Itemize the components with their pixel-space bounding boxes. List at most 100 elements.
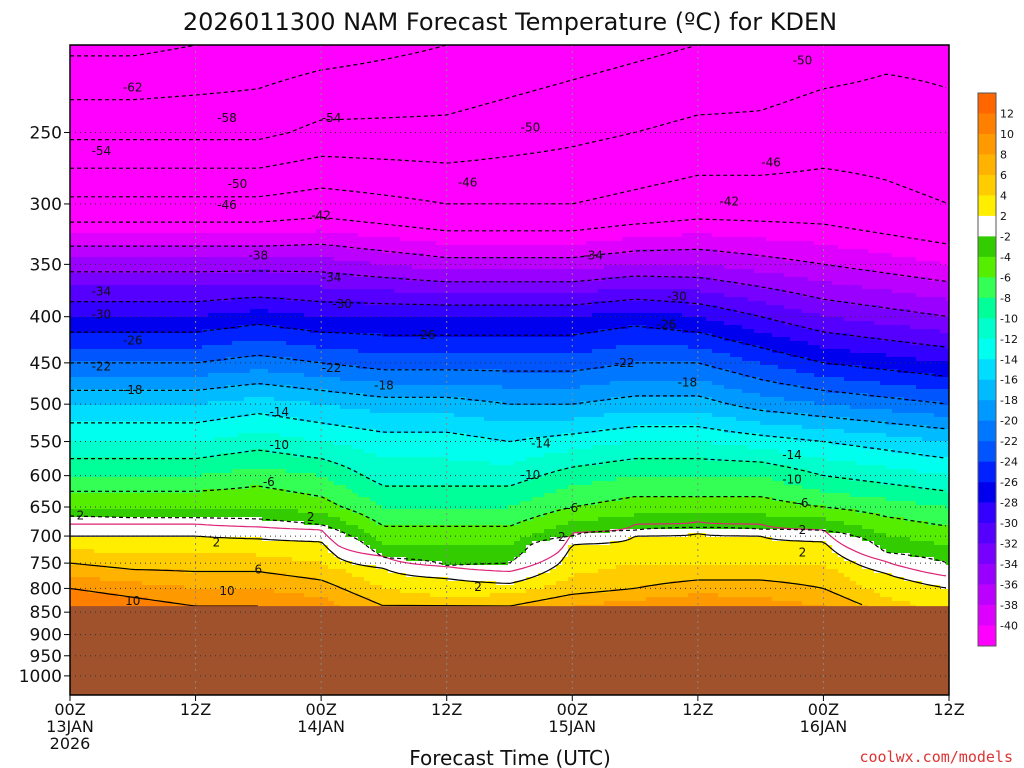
temperature-cell	[100, 469, 107, 474]
temperature-cell	[244, 541, 251, 546]
temperature-cell	[118, 189, 125, 194]
temperature-cell	[100, 425, 107, 430]
temperature-cell	[196, 549, 203, 554]
temperature-cell	[250, 49, 257, 54]
temperature-cell	[154, 161, 161, 166]
temperature-cell	[226, 453, 233, 458]
temperature-cell	[130, 385, 137, 390]
temperature-cell	[166, 237, 173, 242]
temperature-cell	[142, 433, 149, 438]
temperature-cell	[124, 69, 131, 74]
temperature-cell	[148, 365, 155, 370]
temperature-cell	[208, 93, 215, 98]
temperature-cell	[196, 421, 203, 426]
temperature-cell	[250, 385, 257, 390]
temperature-cell	[142, 129, 149, 134]
temperature-cell	[70, 357, 77, 362]
temperature-cell	[70, 529, 77, 534]
temperature-cell	[214, 213, 221, 218]
temperature-cell	[250, 249, 257, 254]
temperature-cell	[202, 389, 209, 394]
temperature-cell	[184, 349, 191, 354]
temperature-cell	[88, 393, 95, 398]
temperature-cell	[184, 261, 191, 266]
temperature-cell	[232, 233, 239, 238]
temperature-cell	[94, 541, 101, 546]
temperature-cell	[136, 229, 143, 234]
temperature-cell	[148, 425, 155, 430]
temperature-cell	[148, 585, 155, 590]
temperature-cell	[208, 117, 215, 122]
temperature-cell	[166, 497, 173, 502]
temperature-cell	[250, 241, 257, 246]
temperature-cell	[172, 289, 179, 294]
temperature-cell	[172, 257, 179, 262]
temperature-cell	[238, 517, 245, 522]
temperature-cell	[118, 89, 125, 94]
temperature-cell	[130, 413, 137, 418]
temperature-cell	[136, 521, 143, 526]
temperature-cell	[178, 129, 185, 134]
temperature-cell	[202, 465, 209, 470]
temperature-cell	[106, 381, 113, 386]
temperature-cell	[202, 117, 209, 122]
temperature-cell	[148, 361, 155, 366]
temperature-cell	[238, 277, 245, 282]
temperature-cell	[112, 69, 119, 74]
temperature-cell	[202, 501, 209, 506]
temperature-cell	[136, 281, 143, 286]
temperature-cell	[184, 217, 191, 222]
temperature-cell	[172, 69, 179, 74]
temperature-cell	[226, 137, 233, 142]
temperature-cell	[226, 249, 233, 254]
temperature-cell	[88, 401, 95, 406]
temperature-cell	[166, 89, 173, 94]
temperature-cell	[232, 89, 239, 94]
temperature-cell	[88, 457, 95, 462]
temperature-cell	[106, 225, 113, 230]
temperature-cell	[148, 261, 155, 266]
temperature-cell	[136, 89, 143, 94]
temperature-cell	[100, 429, 107, 434]
temperature-cell	[124, 533, 131, 538]
temperature-cell	[202, 129, 209, 134]
temperature-cell	[220, 553, 227, 558]
temperature-cell	[208, 601, 215, 606]
temperature-cell	[196, 437, 203, 442]
temperature-cell	[124, 581, 131, 586]
temperature-cell	[250, 113, 257, 118]
temperature-cell	[178, 529, 185, 534]
temperature-cell	[196, 317, 203, 322]
temperature-cell	[238, 585, 245, 590]
temperature-cell	[106, 601, 113, 606]
temperature-cell	[220, 557, 227, 562]
temperature-cell	[76, 549, 83, 554]
temperature-cell	[166, 205, 173, 210]
temperature-cell	[184, 505, 191, 510]
temperature-cell	[160, 61, 167, 66]
temperature-cell	[214, 345, 221, 350]
temperature-cell	[124, 565, 131, 570]
temperature-cell	[172, 209, 179, 214]
temperature-cell	[214, 589, 221, 594]
temperature-cell	[118, 565, 125, 570]
temperature-cell	[76, 273, 83, 278]
temperature-cell	[208, 157, 215, 162]
temperature-cell	[214, 197, 221, 202]
temperature-cell	[124, 477, 131, 482]
temperature-cell	[172, 353, 179, 358]
temperature-cell	[100, 585, 107, 590]
temperature-cell	[172, 565, 179, 570]
temperature-cell	[232, 433, 239, 438]
temperature-cell	[202, 369, 209, 374]
temperature-cell	[226, 485, 233, 490]
temperature-cell	[244, 189, 251, 194]
temperature-cell	[100, 369, 107, 374]
temperature-cell	[226, 505, 233, 510]
temperature-cell	[118, 333, 125, 338]
temperature-cell	[214, 261, 221, 266]
temperature-cell	[154, 545, 161, 550]
temperature-cell	[238, 81, 245, 86]
temperature-cell	[190, 457, 197, 462]
temperature-cell	[178, 469, 185, 474]
